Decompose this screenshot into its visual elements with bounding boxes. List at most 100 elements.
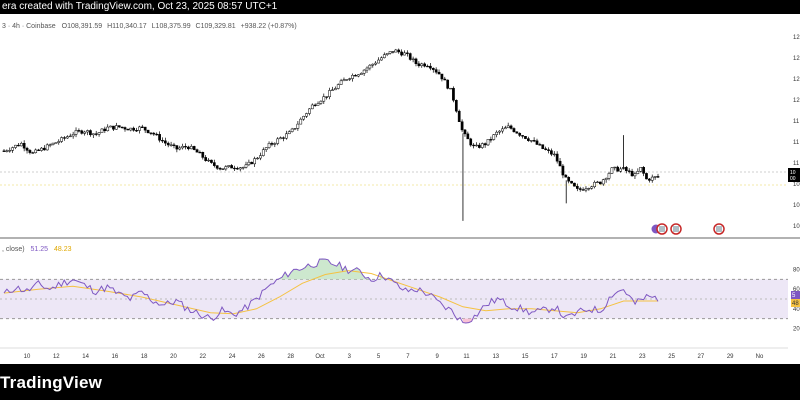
candle (362, 69, 366, 76)
candle (460, 119, 464, 133)
candle (486, 139, 490, 146)
candle (40, 146, 43, 152)
candle (377, 57, 380, 64)
candle (561, 163, 565, 179)
candle (14, 144, 17, 150)
rsi-badges: 5 48 (791, 291, 800, 307)
candle (25, 146, 29, 154)
candle (120, 126, 124, 129)
candle (276, 137, 280, 146)
candle (607, 172, 611, 181)
candle (66, 135, 69, 139)
candle (19, 141, 23, 147)
candle (414, 57, 418, 67)
candle (89, 129, 92, 137)
candle (54, 142, 58, 144)
candle (498, 130, 501, 135)
candle (11, 146, 14, 153)
event-markers[interactable] (651, 223, 725, 235)
candle (336, 83, 340, 90)
us-flag-icon[interactable] (713, 223, 725, 235)
attribution-bar: era created with TradingView.com, Oct 23… (0, 0, 800, 14)
price-tick-label: 10 (793, 224, 800, 230)
candle (506, 122, 510, 129)
candle (149, 132, 153, 136)
candle (529, 140, 533, 143)
candle (365, 66, 369, 73)
candle (587, 187, 591, 191)
candle (224, 165, 228, 171)
candle (8, 147, 12, 153)
candle (204, 155, 208, 162)
price-pane[interactable]: 12 12 12 12 11 11 11 10 10 10 10 00 3 · 4h · Coin… (0, 14, 800, 238)
candle (521, 135, 524, 139)
candle (250, 161, 254, 165)
time-tick-label: 23 (639, 354, 646, 360)
candle (394, 48, 398, 53)
candle (80, 129, 84, 135)
footer-bar: TradingView (0, 364, 800, 400)
candle (106, 124, 110, 132)
price-tick-label: 12 (793, 98, 800, 104)
candle (581, 187, 585, 191)
candle (284, 130, 288, 140)
chart-canvas[interactable]: 12 12 12 12 11 11 11 10 10 10 10 00 3 · 4h · Coin… (0, 14, 800, 364)
candle (555, 151, 559, 164)
candle (138, 125, 141, 134)
candle (437, 69, 441, 75)
candle (273, 142, 277, 148)
candle (158, 131, 161, 143)
candle (601, 178, 605, 186)
candle (503, 125, 507, 130)
candle (215, 165, 219, 170)
candle (342, 77, 346, 82)
tradingview-logo: TradingView (0, 373, 103, 392)
rsi-pane[interactable]: 80 60 40 20 5 48 , close) 51.25 48.23 (0, 246, 800, 332)
candle (331, 86, 334, 91)
time-tick-label: 11 (463, 354, 470, 360)
candle (570, 180, 573, 184)
candle (299, 117, 303, 125)
candle (259, 152, 262, 161)
us-flag-icon[interactable] (670, 223, 682, 235)
price-axis: 12 12 12 12 11 11 11 10 10 10 (793, 35, 800, 230)
candle (296, 120, 300, 131)
candle (57, 139, 61, 145)
earnings-flag-icon[interactable] (651, 223, 668, 235)
candle (112, 125, 115, 131)
candle (166, 141, 170, 148)
candle (639, 167, 643, 173)
candle (117, 125, 121, 128)
candle (135, 127, 138, 132)
candle (293, 128, 297, 131)
price-tick-label: 10 (793, 182, 800, 188)
candle (91, 133, 95, 139)
candle (535, 138, 539, 145)
candle (483, 142, 487, 148)
time-tick-label: 18 (141, 354, 148, 360)
candle (189, 144, 193, 150)
rsi-tick-label: 20 (793, 326, 800, 332)
candle (443, 76, 447, 81)
candle (241, 166, 245, 170)
candle (400, 49, 403, 57)
candle (238, 167, 242, 172)
candle (63, 136, 66, 141)
candle (558, 158, 562, 167)
candle (532, 137, 536, 143)
candle (527, 136, 530, 142)
rsi-tick-label: 40 (793, 307, 800, 313)
candle (129, 127, 133, 132)
candle (325, 96, 329, 100)
candle (169, 141, 173, 147)
candle (68, 133, 72, 138)
time-tick-label: 21 (610, 354, 617, 360)
time-tick-label: 13 (492, 354, 499, 360)
candle (132, 126, 135, 132)
candle (140, 124, 144, 128)
candle (515, 131, 519, 134)
candle (636, 168, 640, 175)
candle (627, 168, 631, 174)
candle (405, 50, 409, 57)
candle (423, 62, 426, 68)
